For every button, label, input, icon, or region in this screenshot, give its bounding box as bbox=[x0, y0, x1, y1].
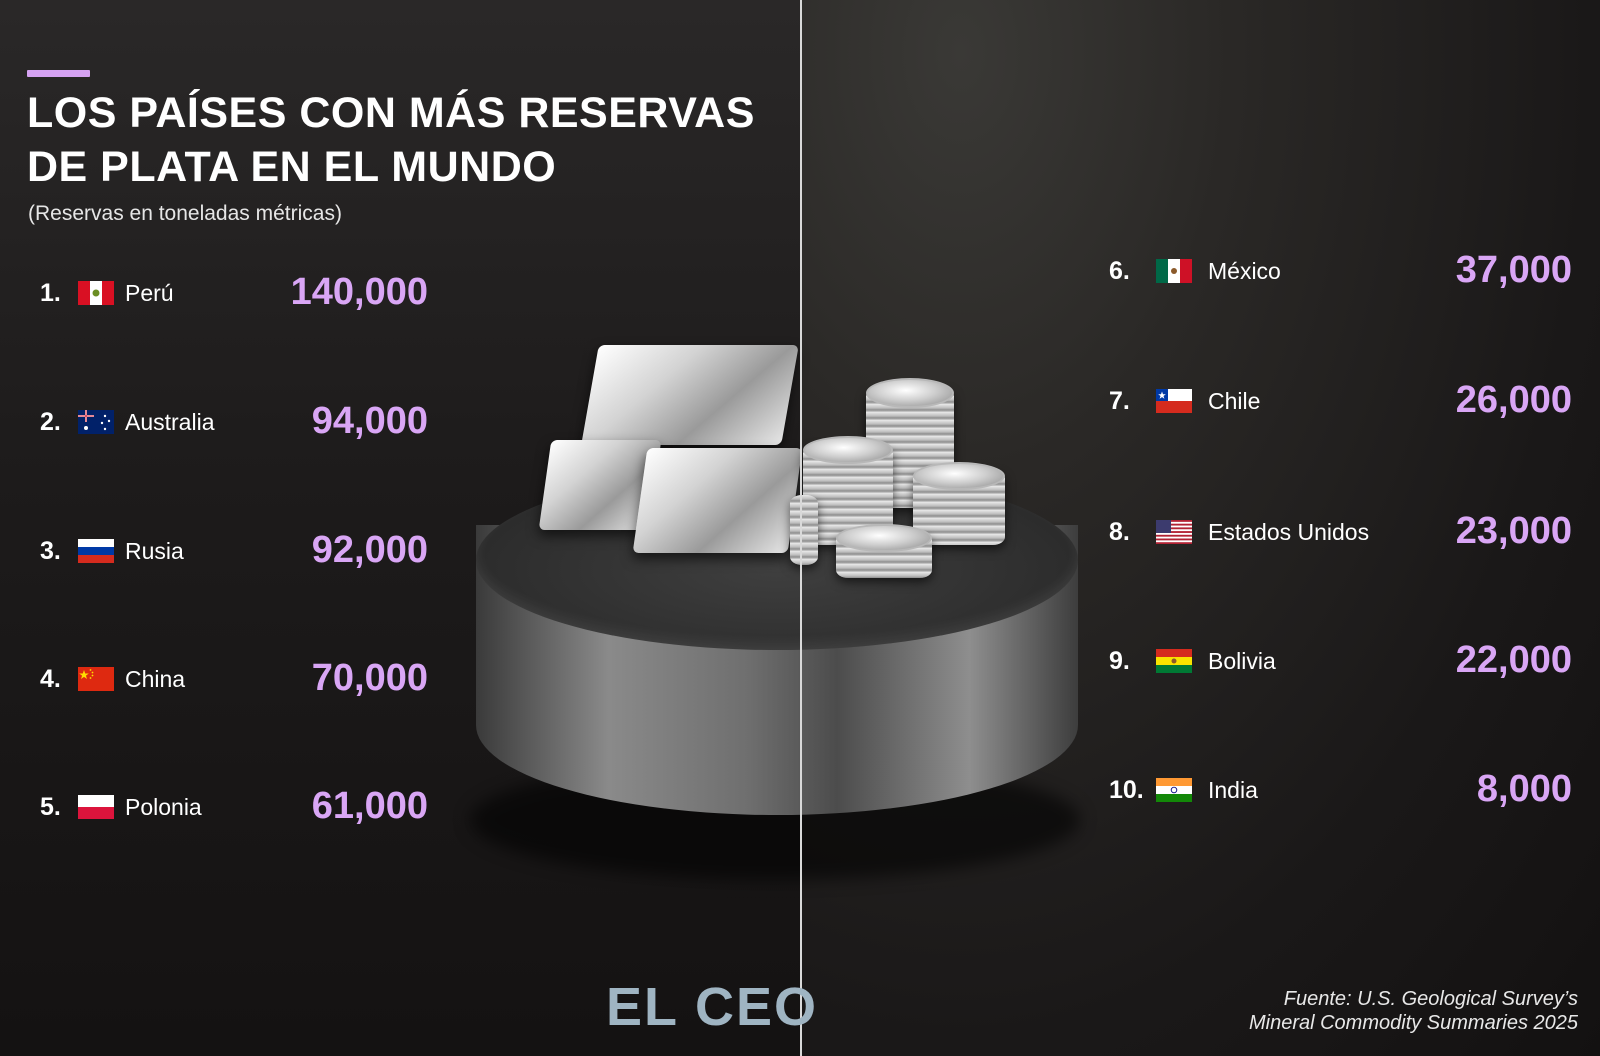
rank-label: 2. bbox=[40, 407, 61, 436]
table-row: 10. India 8,000 bbox=[1109, 765, 1572, 815]
source-line-2: Mineral Commodity Summaries 2025 bbox=[1248, 1012, 1578, 1034]
rank-label: 8. bbox=[1109, 517, 1130, 546]
rank-label: 4. bbox=[40, 664, 61, 693]
rank-label: 10. bbox=[1109, 775, 1144, 804]
australia-flag-icon bbox=[78, 410, 114, 434]
country-label: Polonia bbox=[125, 793, 202, 820]
table-row: 5. Polonia 61,000 bbox=[40, 782, 428, 832]
china-flag-icon bbox=[78, 667, 114, 691]
coin-stack-thin bbox=[790, 495, 818, 565]
country-label: México bbox=[1208, 257, 1281, 284]
table-row: 6. México 37,000 bbox=[1109, 246, 1572, 296]
rank-label: 1. bbox=[40, 278, 61, 307]
accent-bar bbox=[27, 70, 90, 77]
silver-bar-right bbox=[632, 448, 803, 553]
table-row: 7. Chile 26,000 bbox=[1109, 376, 1572, 426]
country-label: Estados Unidos bbox=[1208, 518, 1370, 545]
india-flag-icon bbox=[1156, 778, 1192, 802]
country-label: India bbox=[1208, 776, 1258, 803]
source-note: Fuente: U.S. Geological Survey’s Mineral… bbox=[1249, 987, 1578, 1035]
rank-label: 5. bbox=[40, 792, 61, 821]
value-label: 92,000 bbox=[311, 529, 428, 571]
table-row: 4. China 70,000 bbox=[40, 654, 428, 704]
coin-top-tall bbox=[866, 378, 954, 408]
center-divider bbox=[800, 0, 802, 1056]
country-label: Perú bbox=[125, 279, 174, 306]
value-label: 23,000 bbox=[1455, 510, 1572, 552]
country-label: Australia bbox=[125, 408, 215, 435]
usa-flag-icon bbox=[1156, 520, 1192, 544]
silver-bar-back bbox=[581, 345, 799, 445]
table-row: 2. Australia 94,000 bbox=[40, 397, 428, 447]
russia-flag-icon bbox=[78, 539, 114, 563]
country-label: Bolivia bbox=[1208, 647, 1276, 674]
rank-label: 7. bbox=[1109, 386, 1130, 415]
peru-flag-icon bbox=[78, 281, 114, 305]
value-label: 140,000 bbox=[290, 271, 428, 313]
source-line-1: Fuente: U.S. Geological Survey’s bbox=[1283, 988, 1578, 1010]
value-label: 94,000 bbox=[311, 400, 428, 442]
value-label: 61,000 bbox=[311, 785, 428, 827]
mexico-flag-icon bbox=[1156, 259, 1192, 283]
page-subtitle: (Reservas en toneladas métricas) bbox=[28, 202, 342, 225]
table-row: 1. Perú 140,000 bbox=[40, 268, 428, 318]
rank-label: 9. bbox=[1109, 646, 1130, 675]
value-label: 37,000 bbox=[1455, 249, 1572, 291]
poland-flag-icon bbox=[78, 795, 114, 819]
chile-flag-icon bbox=[1156, 389, 1192, 413]
rank-label: 6. bbox=[1109, 256, 1130, 285]
rank-label: 3. bbox=[40, 536, 61, 565]
coin-top-left bbox=[803, 436, 893, 464]
country-label: Rusia bbox=[125, 537, 184, 564]
value-label: 8,000 bbox=[1476, 768, 1572, 810]
coin-top-right bbox=[913, 462, 1005, 490]
table-row: 9. Bolivia 22,000 bbox=[1109, 636, 1572, 686]
bolivia-flag-icon bbox=[1156, 649, 1192, 673]
country-label: Chile bbox=[1208, 387, 1261, 414]
country-label: China bbox=[125, 665, 186, 692]
brand-logo: EL CEO bbox=[606, 977, 819, 1037]
value-label: 22,000 bbox=[1455, 639, 1572, 681]
table-row: 3. Rusia 92,000 bbox=[40, 526, 428, 576]
table-row: 8. Estados Unidos 23,000 bbox=[1109, 507, 1572, 557]
value-label: 26,000 bbox=[1455, 379, 1572, 421]
coin-top-front bbox=[836, 524, 932, 552]
page-title: LOS PAÍSES CON MÁS RESERVAS DE PLATA EN … bbox=[27, 89, 755, 191]
value-label: 70,000 bbox=[311, 657, 428, 699]
